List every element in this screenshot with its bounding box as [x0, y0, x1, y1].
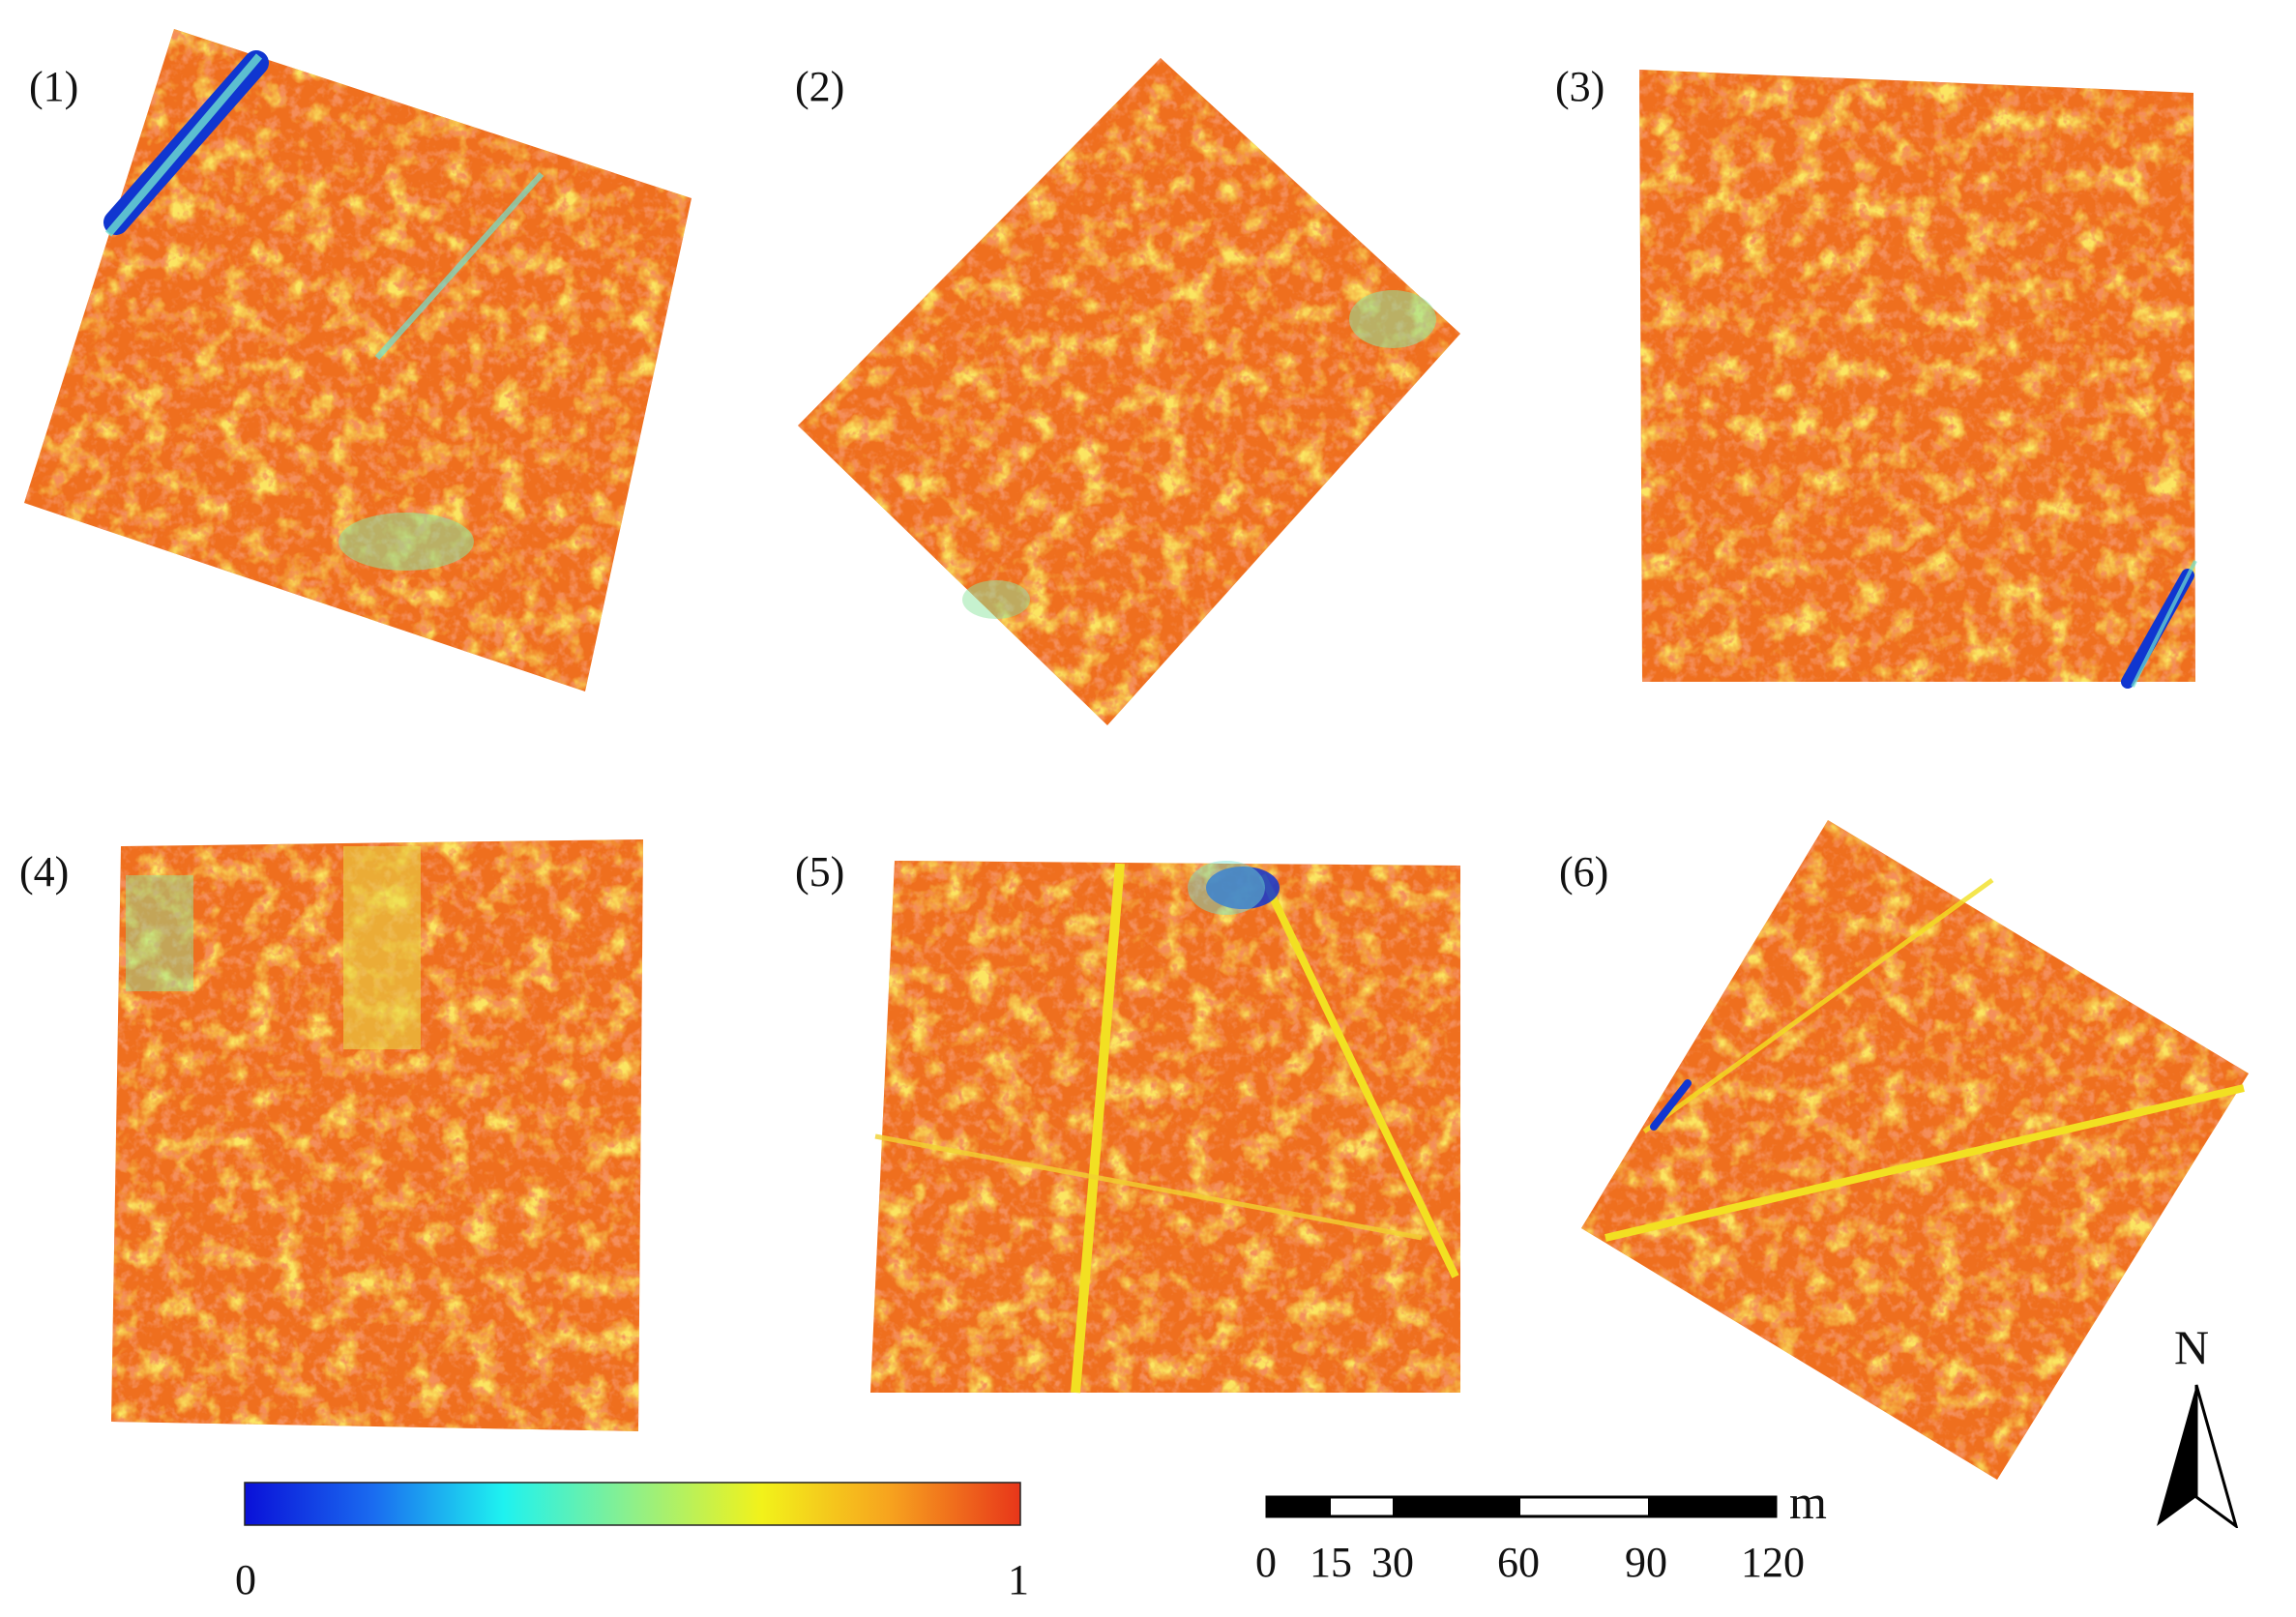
north-arrow: N: [2153, 1320, 2240, 1528]
panel-label-1: (1): [29, 63, 79, 110]
map-panel-5: [870, 861, 1460, 1394]
scale-tick-15: 15: [1310, 1539, 1352, 1586]
scale-bar: [1265, 1495, 1778, 1518]
map-panel-1: [24, 29, 692, 691]
north-arrow-icon: [2157, 1384, 2239, 1528]
map-panel-2: [798, 58, 1460, 725]
scale-tick-120: 120: [1741, 1539, 1805, 1586]
panel-label-6: (6): [1559, 848, 1609, 896]
map-panel-6: [1581, 820, 2249, 1480]
panel-label-2: (2): [795, 63, 845, 110]
north-label: N: [2174, 1320, 2210, 1374]
panel-label-3: (3): [1555, 63, 1605, 110]
map-panel-4: [111, 839, 643, 1431]
panel-label-5: (5): [795, 848, 845, 896]
map-panel-3: [1639, 70, 2197, 689]
colorbar: [244, 1482, 1021, 1526]
scale-tick-90: 90: [1625, 1539, 1667, 1586]
scale-tick-0: 0: [1255, 1539, 1277, 1586]
scale-tick-60: 60: [1497, 1539, 1540, 1586]
colorbar-max-label: 1: [1008, 1556, 1029, 1603]
scale-unit: m: [1789, 1475, 1827, 1529]
colorbar-min-label: 0: [235, 1556, 256, 1603]
scale-tick-30: 30: [1371, 1539, 1414, 1586]
panel-label-4: (4): [19, 848, 70, 896]
